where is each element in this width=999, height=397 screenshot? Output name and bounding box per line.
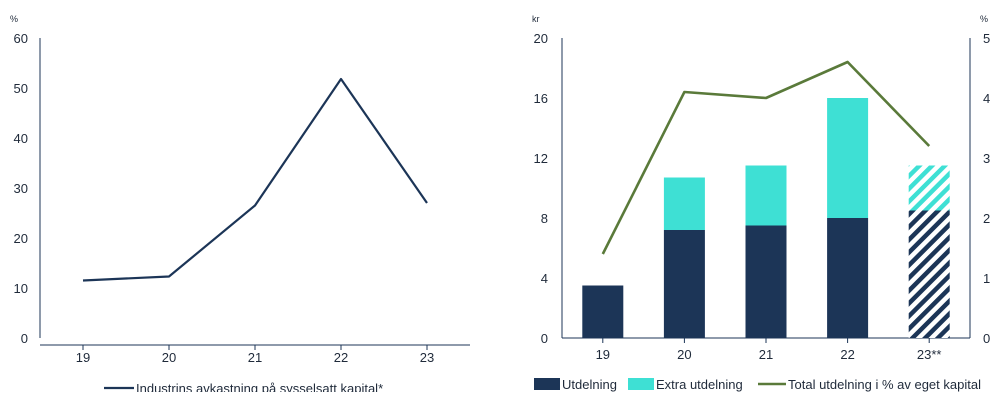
legend-swatch-utdelning	[534, 378, 560, 390]
right-y-unit: kr	[532, 14, 540, 24]
right-x-tick-label: 20	[677, 347, 691, 362]
left-x-tick-label: 23	[420, 350, 434, 365]
series-line-industrins-avkastning	[83, 79, 427, 281]
left-y-tick-label: 10	[14, 281, 28, 296]
right-y2-tick-label: 3	[983, 151, 990, 166]
left-y-tick-label: 50	[14, 81, 28, 96]
left-y-tick-label: 60	[14, 31, 28, 46]
right-y-tick-label: 0	[541, 331, 548, 346]
left-x-tick-label: 21	[248, 350, 262, 365]
left-y-tick-label: 30	[14, 181, 28, 196]
bar-extra-utdelning	[664, 178, 705, 231]
right-y2-tick-label: 4	[983, 91, 990, 106]
right-y-tick-label: 8	[541, 211, 548, 226]
left-chart: % 0 10 20 30 40 50 60 19 20 21 22 23 Industrins av…	[10, 14, 470, 392]
legend-label-total-utdelning: Total utdelning i % av eget kapital	[788, 377, 981, 392]
left-x-tick-label: 19	[76, 350, 90, 365]
bar-extra-utdelning	[746, 166, 787, 226]
left-y-tick-label: 0	[21, 331, 28, 346]
right-y-tick-label: 20	[534, 31, 548, 46]
right-y-tick-label: 12	[534, 151, 548, 166]
bar-utdelning	[582, 286, 623, 339]
bar-extra-utdelning	[909, 166, 950, 211]
bar-extra-utdelning	[827, 98, 868, 218]
right-x-tick-label: 21	[759, 347, 773, 362]
right-y2-tick-label: 2	[983, 211, 990, 226]
right-x-tick-label: 22	[840, 347, 854, 362]
right-y2-tick-label: 1	[983, 271, 990, 286]
bar-utdelning	[746, 226, 787, 339]
right-y2-tick-label: 5	[983, 31, 990, 46]
right-y2-unit: %	[980, 14, 988, 24]
legend-swatch-extra-utdelning	[628, 378, 654, 390]
right-x-tick-label: 23**	[917, 347, 942, 362]
bar-utdelning	[909, 211, 950, 339]
legend-label-industrins-avkastning: Industrins avkastning på sysselsatt kapi…	[136, 381, 383, 392]
left-y-tick-label: 40	[14, 131, 28, 146]
legend-label-extra-utdelning: Extra utdelning	[656, 377, 743, 392]
bar-utdelning	[827, 218, 868, 338]
right-x-tick-label: 19	[596, 347, 610, 362]
left-y-unit: %	[10, 14, 18, 24]
left-x-tick-label: 20	[162, 350, 176, 365]
right-y2-tick-label: 0	[983, 331, 990, 346]
left-x-tick-label: 22	[334, 350, 348, 365]
bar-utdelning	[664, 230, 705, 338]
left-y-tick-label: 20	[14, 231, 28, 246]
right-y-tick-label: 4	[541, 271, 548, 286]
left-legend: Industrins avkastning på sysselsatt kapi…	[104, 381, 383, 392]
right-y-tick-label: 16	[534, 91, 548, 106]
legend-label-utdelning: Utdelning	[562, 377, 617, 392]
right-legend: Utdelning Extra utdelning Total utdelnin…	[534, 377, 981, 392]
